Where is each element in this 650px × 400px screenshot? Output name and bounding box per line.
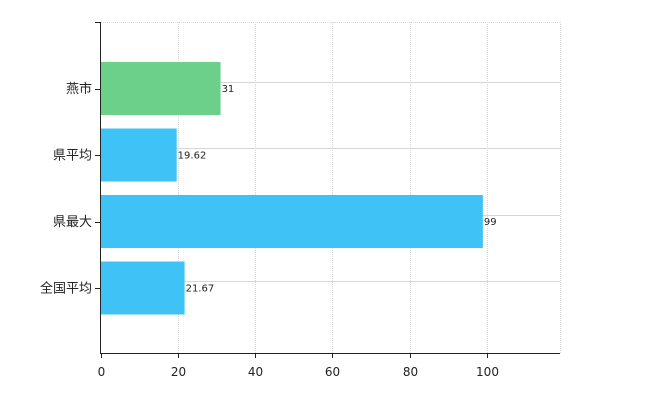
x-tick-label: 60 [325,365,340,379]
x-tick-label: 80 [403,365,418,379]
bar [101,195,483,248]
x-tick-label: 20 [171,365,186,379]
data-label: 19.62 [178,151,207,162]
data-label: 31 [222,84,235,95]
y-tick-label: 県最大 [53,215,92,230]
axes [100,22,560,354]
data-label: 99 [484,217,497,228]
x-tick-label: 40 [248,365,263,379]
y-tick-label: 燕市 [66,81,92,97]
bars [101,62,483,315]
y-tick-label: 県平均 [53,149,92,164]
bar [101,62,221,115]
y-tick-label: 全国平均 [40,281,92,297]
bar [101,128,177,182]
x-tick-label: 100 [476,365,499,379]
x-tick-label: 0 [98,365,106,379]
bar [101,261,185,315]
data-label: 21.67 [186,284,215,295]
labels: 燕市 31 県平均 19.62 県最大 99 全国平均 21.67 0 20 40 60 80 100 [40,22,499,379]
